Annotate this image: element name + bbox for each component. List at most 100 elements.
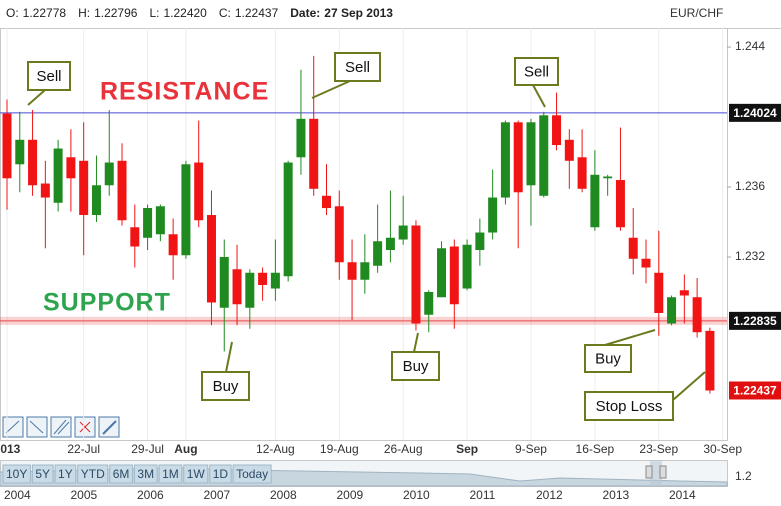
header-key: H:: [78, 6, 90, 20]
range-button-label: 3M: [137, 467, 154, 481]
icon: [29, 420, 44, 434]
range-button[interactable]: 5Y: [31, 464, 54, 484]
navigator-year: 2006: [137, 488, 164, 502]
range-button-label: 10Y: [6, 467, 27, 481]
range-button-bg: [158, 464, 183, 484]
price-label: 1.24024: [733, 106, 777, 120]
symbol: EUR/CHF: [670, 6, 723, 20]
annotation-box: [27, 61, 71, 91]
candle-body: [245, 272, 255, 308]
candle-body: [15, 139, 25, 165]
candle-body: [309, 118, 319, 189]
candle-body: [577, 157, 587, 189]
candle-body: [91, 185, 101, 216]
header-key: C:: [219, 6, 231, 20]
candle-body: [475, 232, 485, 251]
candle-body: [360, 262, 370, 280]
range-button-label: 1M: [162, 467, 179, 481]
candle-body: [104, 162, 114, 186]
annotation-connector: [225, 341, 233, 373]
range-button-bg: [183, 464, 209, 484]
candle-body: [424, 291, 434, 315]
navigator-window[interactable]: [650, 461, 662, 486]
candle-body: [603, 176, 613, 179]
annotation-connector: [604, 329, 656, 346]
candle-body: [513, 122, 523, 193]
annotation-label: Sell: [345, 59, 370, 76]
range-button[interactable]: 3M: [133, 464, 158, 484]
candle-body: [641, 258, 651, 268]
candle-body: [385, 237, 395, 251]
x-tick-label: 2013: [0, 442, 21, 456]
annotation-box: [584, 344, 632, 373]
annotation-label: Buy: [403, 358, 429, 375]
range-button[interactable]: YTD: [77, 464, 109, 484]
annotation-label: SUPPORT: [43, 289, 171, 317]
range-button[interactable]: 6M: [109, 464, 133, 484]
x-tick-label: 30-Sep: [703, 442, 742, 456]
candle-body: [667, 297, 677, 324]
price-label-bg: [729, 381, 781, 400]
navigator-axis-label: 1.2: [735, 469, 752, 483]
annotation-box: [514, 57, 559, 86]
annotation-box: [584, 391, 674, 421]
x-tick-label: Sep: [456, 442, 478, 456]
icon: [102, 420, 117, 435]
candle-body: [654, 272, 664, 313]
y-tick-label: 1.236: [735, 179, 765, 193]
header-value: 1.22437: [235, 6, 279, 20]
range-button[interactable]: 1M: [158, 464, 183, 484]
x-tick-label: 26-Aug: [384, 442, 423, 456]
candle-body: [168, 234, 178, 256]
annotation-label: Sell: [36, 68, 61, 85]
candle-body: [692, 297, 702, 333]
x-tick-label: 29-Jul: [131, 442, 164, 456]
annotation-label: Buy: [595, 350, 621, 367]
candle-body: [462, 244, 472, 289]
header-value: 1.22778: [23, 6, 67, 20]
candle-body: [130, 227, 140, 247]
annotation-label: Stop Loss: [596, 398, 663, 415]
navigator-year: 2014: [669, 488, 696, 502]
range-button[interactable]: 1W: [183, 464, 209, 484]
range-button[interactable]: 10Y: [2, 464, 31, 484]
x-tick-label: 19-Aug: [320, 442, 359, 456]
range-button-bg: [133, 464, 158, 484]
candle-body: [347, 262, 357, 280]
range-button[interactable]: Today: [232, 464, 272, 484]
candle-body: [40, 183, 50, 198]
candle-body: [53, 148, 63, 203]
candle-body: [322, 195, 331, 209]
candle-body: [373, 241, 383, 266]
range-button[interactable]: 1Y: [54, 464, 77, 484]
range-button-label: 5Y: [35, 467, 50, 481]
candle-body: [206, 215, 216, 303]
x-tick-label: 23-Sep: [639, 442, 678, 456]
range-button[interactable]: 1D: [209, 464, 232, 484]
y-tick-label: 1.244: [735, 39, 765, 53]
range-button-bg: [2, 464, 31, 484]
navigator-handle[interactable]: [659, 465, 667, 479]
x-tick-label: 12-Aug: [256, 442, 295, 456]
navigator-handle[interactable]: [645, 465, 653, 479]
annotation-box: [391, 351, 440, 381]
candle-body: [66, 157, 76, 179]
annotation-connector: [532, 84, 546, 108]
range-button-label: YTD: [81, 467, 105, 481]
candle-body: [628, 237, 638, 259]
range-button-label: 1D: [213, 467, 229, 481]
drawing-tools: [2, 416, 120, 438]
header-key: Date:: [290, 6, 320, 20]
range-button-bg: [232, 464, 272, 484]
range-button-label: 6M: [113, 467, 130, 481]
candle-body: [334, 206, 344, 263]
range-button-label: 1Y: [58, 467, 73, 481]
candle-body: [181, 164, 191, 256]
x-tick-label: 9-Sep: [515, 442, 547, 456]
x-tick-label: Aug: [174, 442, 197, 456]
candle-body: [679, 290, 689, 296]
candle-body: [539, 115, 549, 196]
candle-body: [500, 122, 510, 198]
candle-body: [143, 208, 153, 238]
